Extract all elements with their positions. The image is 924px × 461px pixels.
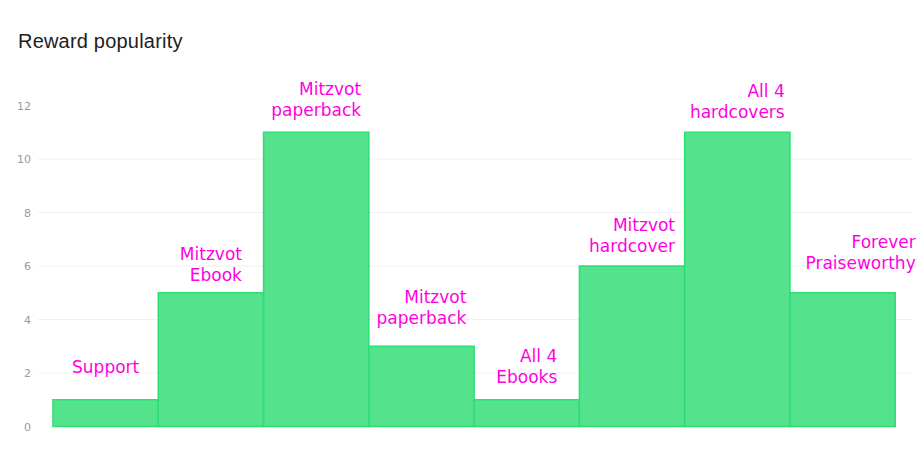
- chart-bar-3[interactable]: [369, 346, 474, 426]
- reward-popularity-chart: Reward popularity 024681012 SupportMitzv…: [0, 0, 924, 461]
- y-axis-tick-label: 4: [24, 314, 31, 327]
- chart-bar-2[interactable]: [264, 132, 369, 426]
- chart-bar-4[interactable]: [474, 400, 579, 427]
- y-axis-tick-label: 0: [24, 421, 31, 434]
- chart-bar-0[interactable]: [53, 400, 158, 427]
- chart-bar-5[interactable]: [579, 266, 684, 427]
- chart-bar-6[interactable]: [685, 132, 790, 426]
- y-axis-tick-label: 6: [24, 260, 31, 273]
- y-axis-tick-label: 12: [17, 100, 31, 113]
- y-axis-tick-label: 2: [24, 367, 31, 380]
- y-axis-tick-label: 10: [17, 153, 31, 166]
- chart-bar-7[interactable]: [790, 293, 895, 427]
- chart-canvas: 0 2 4 6 8 10 12: [0, 0, 924, 461]
- y-axis-tick-label: 8: [24, 207, 31, 220]
- chart-bar-1[interactable]: [158, 293, 263, 427]
